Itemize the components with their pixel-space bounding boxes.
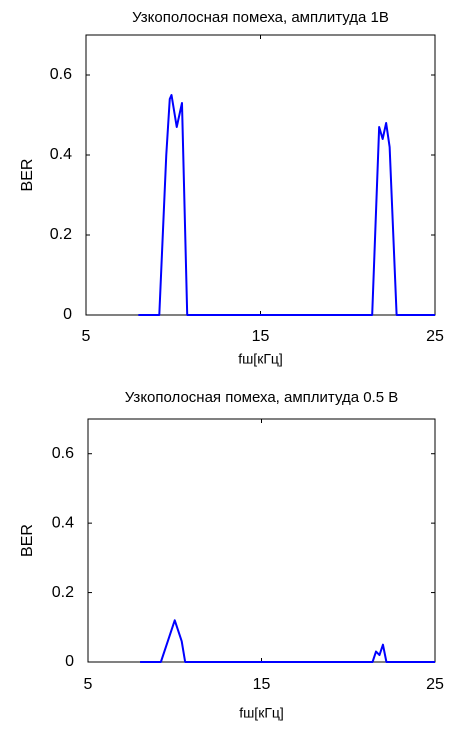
chart-title: Узкополосная помеха, амплитуда 1В	[132, 9, 389, 26]
data-line	[140, 619, 435, 663]
y-tick-label: 0	[65, 653, 74, 670]
x-axis-label: fш[кГц]	[238, 351, 283, 367]
y-axis-label: BER	[19, 159, 36, 192]
y-tick-label: 0.6	[50, 66, 72, 83]
y-tick-label: 0	[63, 306, 72, 323]
x-tick-label: 15	[252, 328, 270, 345]
chart-title: Узкополосная помеха, амплитуда 0.5 В	[125, 389, 399, 406]
x-axis-label: fш[кГц]	[239, 705, 284, 721]
x-tick-label: 15	[253, 676, 271, 693]
x-tick-label: 5	[82, 328, 91, 345]
plot-frame	[87, 418, 436, 663]
plot-frame	[85, 34, 436, 316]
x-tick-label: 25	[426, 328, 444, 345]
data-line	[138, 94, 435, 316]
y-tick-label: 0.2	[52, 584, 74, 601]
y-tick-label: 0.4	[50, 146, 72, 163]
y-tick-label: 0.4	[52, 514, 74, 531]
y-tick-label: 0.2	[50, 226, 72, 243]
x-tick-label: 5	[84, 676, 93, 693]
y-tick-label: 0.6	[52, 445, 74, 462]
x-tick-label: 25	[426, 676, 444, 693]
y-axis-label: BER	[19, 524, 36, 557]
